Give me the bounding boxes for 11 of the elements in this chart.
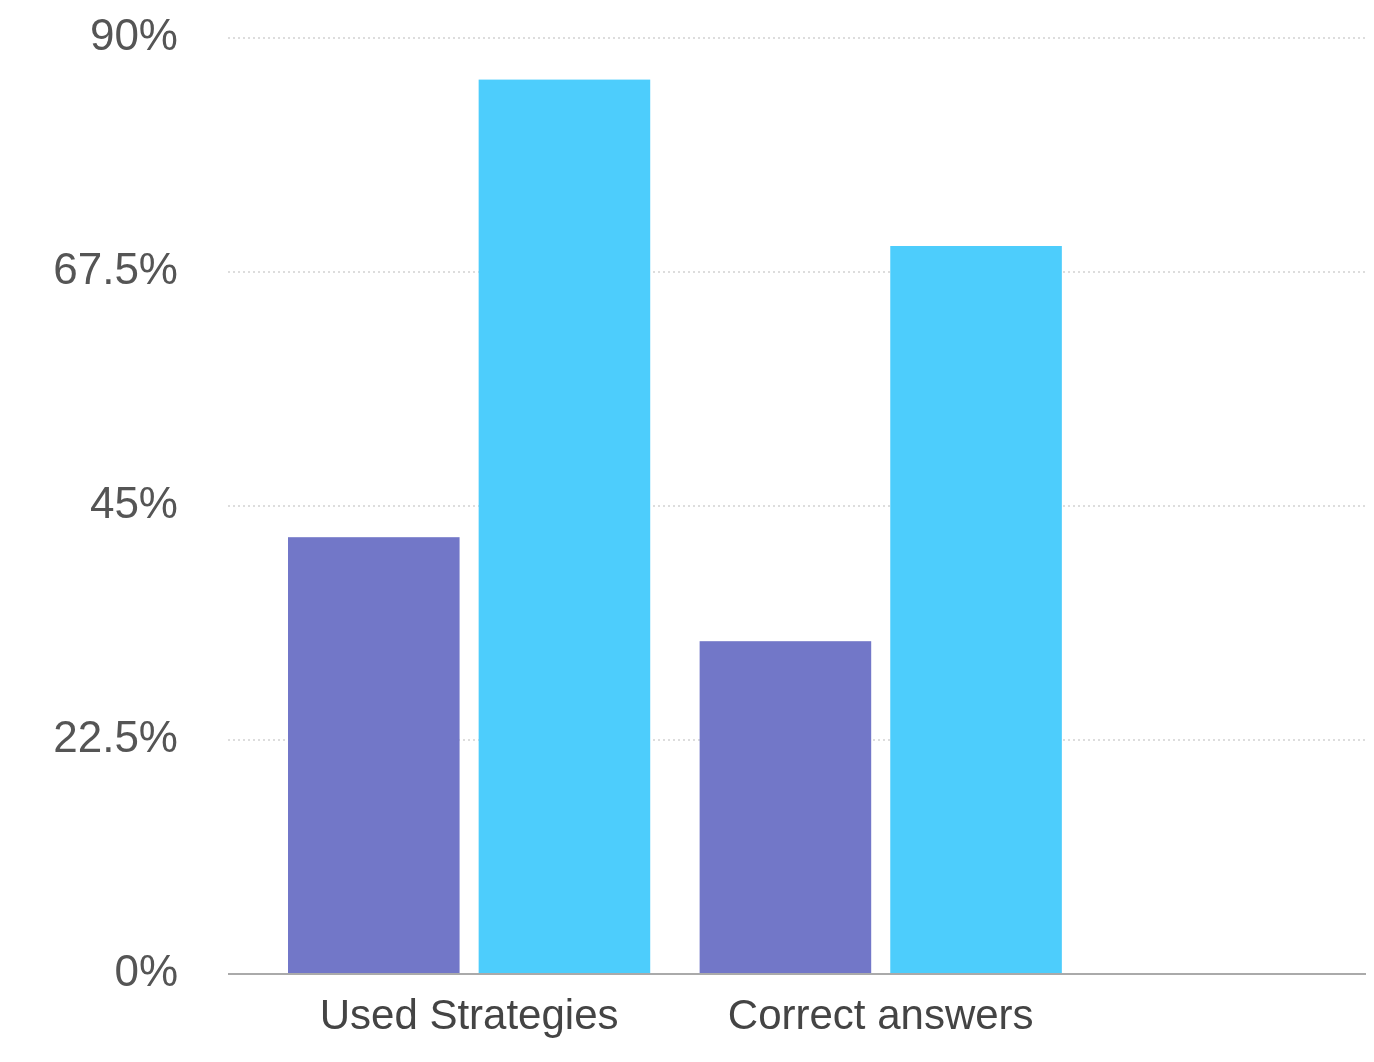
y-tick-label: 90% (89, 9, 178, 59)
y-tick-label: 67.5% (53, 243, 178, 293)
x-tick-label: Correct answers (727, 991, 1034, 1038)
bar (478, 79, 651, 974)
bar (288, 537, 460, 974)
bar (699, 641, 872, 974)
x-tick-label: Used Strategies (319, 991, 619, 1038)
y-tick-label: 0% (114, 945, 178, 995)
bar (890, 246, 1062, 974)
y-tick-label: 45% (89, 477, 178, 527)
y-tick-label: 22.5% (53, 711, 178, 761)
